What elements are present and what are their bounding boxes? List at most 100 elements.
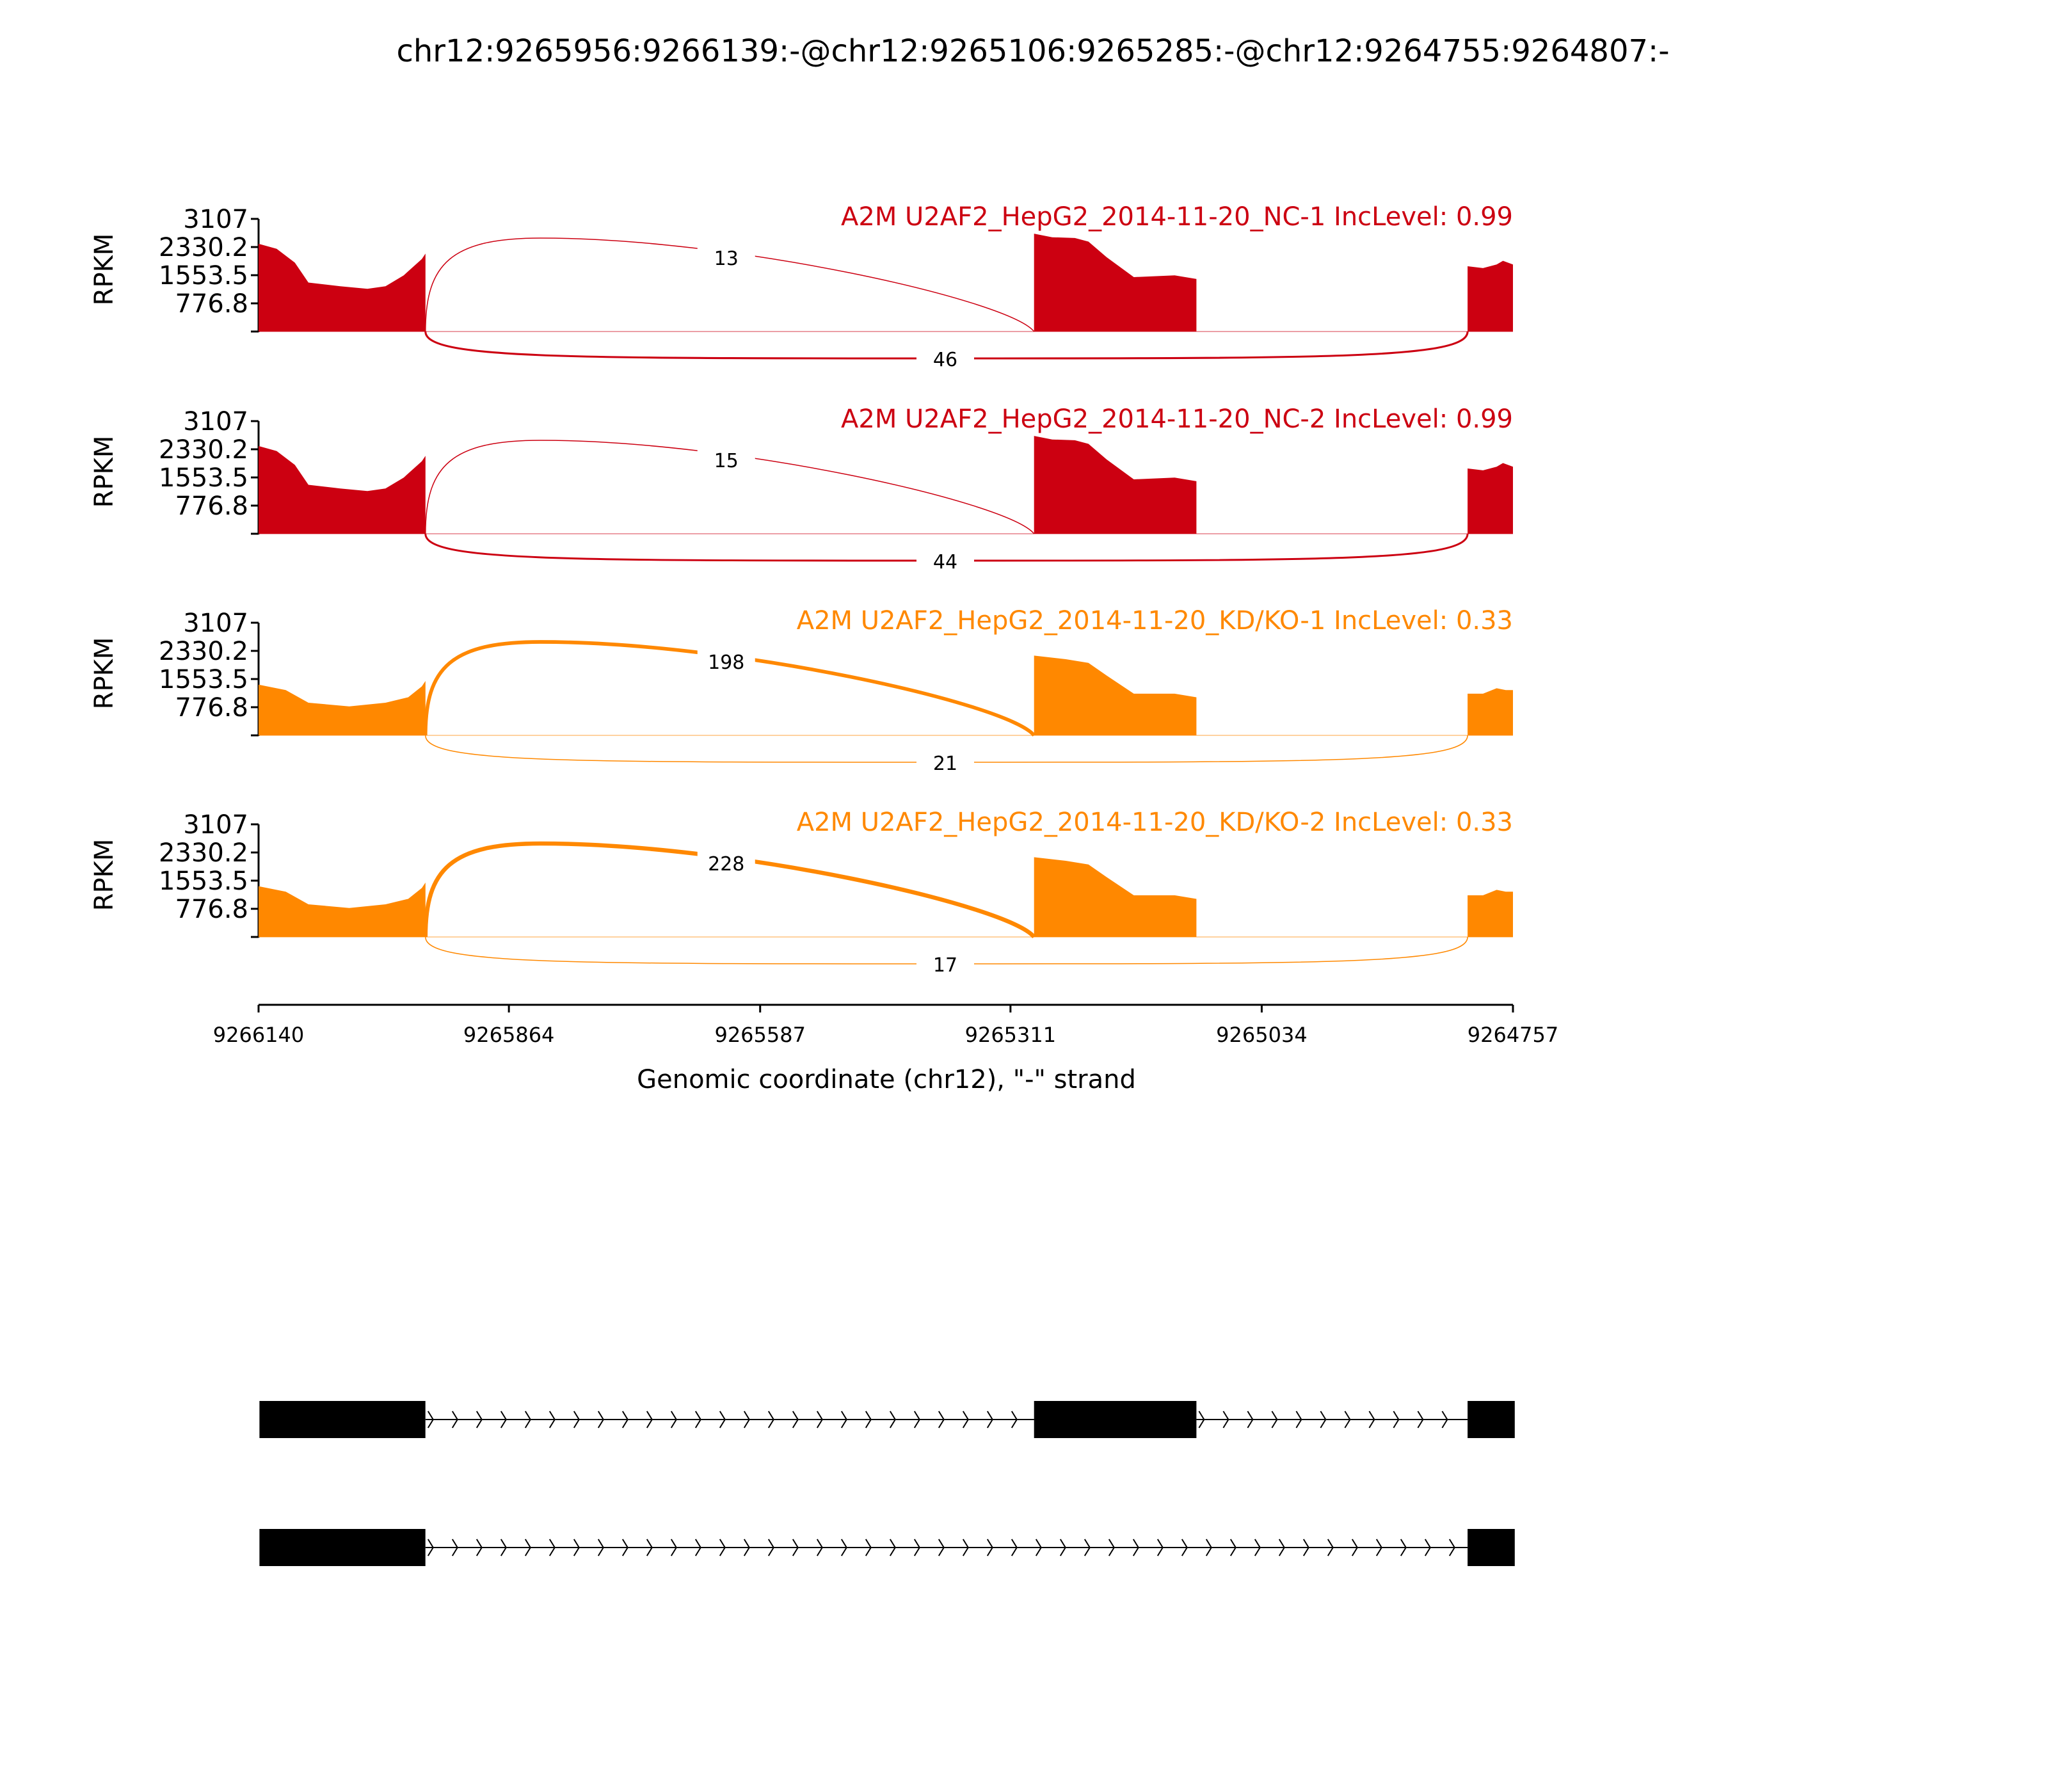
strand-arrow <box>1417 1411 1424 1428</box>
x-tick-label: 9266140 <box>213 1023 305 1047</box>
strand-arrow <box>1035 1539 1042 1556</box>
strand-arrow <box>767 1539 774 1556</box>
strand-arrow <box>524 1411 531 1428</box>
strand-arrow <box>913 1411 920 1428</box>
strand-arrow <box>500 1411 507 1428</box>
inclusion-junction-arc <box>425 237 1035 332</box>
chart-title: chr12:9265956:9266139:-@chr12:9265106:92… <box>396 33 1669 69</box>
strand-arrow <box>646 1411 653 1428</box>
strand-arrow <box>1011 1539 1018 1556</box>
strand-arrow <box>427 1411 434 1428</box>
strand-arrow <box>1393 1411 1400 1428</box>
strand-arrow <box>1198 1411 1205 1428</box>
coverage-area <box>259 243 426 332</box>
strand-arrow <box>548 1411 556 1428</box>
strand-arrow <box>938 1411 945 1428</box>
exon-block <box>1034 1401 1197 1438</box>
strand-arrow <box>1368 1411 1375 1428</box>
coverage-area <box>1034 857 1197 937</box>
coverage-area <box>1468 260 1513 332</box>
strand-arrow <box>1375 1539 1382 1556</box>
strand-arrow <box>621 1411 628 1428</box>
inclusion-junction-arc <box>423 640 1036 737</box>
y-axis-label: RPKM <box>90 839 119 911</box>
junction-count-bg <box>916 951 974 977</box>
y-tick-label: 3107 <box>183 609 248 638</box>
isoform-row-2 <box>259 1529 1515 1566</box>
strand-arrow <box>865 1411 872 1428</box>
strand-arrow <box>1327 1539 1334 1556</box>
inclusion-junction-count: 13 <box>714 248 739 270</box>
y-axis-label: RPKM <box>90 234 119 306</box>
strand-arrow <box>767 1411 774 1428</box>
y-tick-label: 2330.2 <box>159 637 248 666</box>
y-tick-label: 776.8 <box>175 895 248 924</box>
strand-arrow <box>840 1539 847 1556</box>
strand-arrow <box>938 1539 945 1556</box>
strand-arrow <box>621 1539 628 1556</box>
inclusion-junction-count: 15 <box>714 450 739 472</box>
x-tick-label: 9265587 <box>714 1023 806 1047</box>
junction-count-bg <box>697 650 755 675</box>
strand-arrow <box>646 1539 653 1556</box>
strand-arrow <box>670 1411 677 1428</box>
strand-arrow <box>865 1539 872 1556</box>
skipping-junction-count: 17 <box>933 954 957 977</box>
y-tick-label: 3107 <box>183 810 248 840</box>
strand-arrow <box>743 1411 750 1428</box>
exon-block <box>259 1529 426 1566</box>
strand-arrow <box>1229 1539 1236 1556</box>
strand-arrow <box>743 1539 750 1556</box>
strand-arrow <box>816 1411 823 1428</box>
y-axis-label: RPKM <box>90 637 119 710</box>
strand-arrow <box>1295 1411 1302 1428</box>
coverage-area <box>1468 890 1513 937</box>
strand-arrow <box>913 1539 920 1556</box>
junction-count-bg <box>916 346 974 371</box>
isoform-row-1 <box>259 1401 1515 1438</box>
strand-arrow <box>1084 1539 1091 1556</box>
exon-block <box>1468 1401 1515 1438</box>
strand-arrow <box>1344 1411 1351 1428</box>
exon-block <box>259 1401 426 1438</box>
coverage-area <box>1034 234 1197 332</box>
exon-block <box>1468 1529 1515 1566</box>
sample-label: A2M U2AF2_HepG2_2014-11-20_NC-2 IncLevel… <box>841 404 1513 434</box>
y-tick-label: 776.8 <box>175 492 248 521</box>
strand-arrow <box>1254 1539 1261 1556</box>
skipping-junction-count: 46 <box>933 349 957 371</box>
strand-arrow <box>889 1539 896 1556</box>
strand-arrow <box>962 1411 969 1428</box>
strand-arrow <box>1181 1539 1188 1556</box>
y-axis-label: RPKM <box>90 436 119 508</box>
strand-arrow <box>1351 1539 1358 1556</box>
junction-count-bg <box>916 749 974 775</box>
x-tick-label: 9265311 <box>965 1023 1057 1047</box>
strand-arrow <box>1205 1539 1212 1556</box>
strand-arrow <box>1247 1411 1254 1428</box>
y-tick-label: 776.8 <box>175 289 248 319</box>
strand-arrow <box>1059 1539 1066 1556</box>
strand-arrow <box>476 1411 483 1428</box>
strand-arrow <box>986 1539 993 1556</box>
strand-arrow <box>451 1539 458 1556</box>
coverage-area <box>1468 688 1513 735</box>
strand-arrow <box>840 1411 847 1428</box>
strand-arrow <box>1278 1539 1285 1556</box>
skipping-junction-count: 44 <box>933 551 957 573</box>
strand-arrow <box>500 1539 507 1556</box>
sample-label: A2M U2AF2_HepG2_2014-11-20_NC-1 IncLevel… <box>841 202 1513 232</box>
strand-arrow <box>476 1539 483 1556</box>
isoform-track <box>259 1401 1515 1566</box>
junction-count-bg <box>916 548 974 573</box>
strand-arrow <box>1320 1411 1327 1428</box>
coverage-area <box>259 681 426 735</box>
strand-arrow <box>1448 1539 1455 1556</box>
strand-arrow <box>1400 1539 1407 1556</box>
sample-label: A2M U2AF2_HepG2_2014-11-20_KD/KO-1 IncLe… <box>797 606 1513 636</box>
